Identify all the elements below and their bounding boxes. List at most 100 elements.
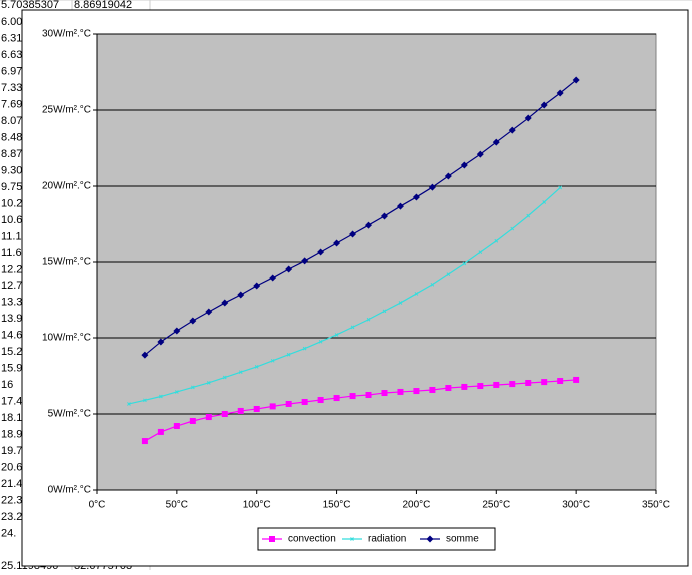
cell: 6.63 bbox=[1, 49, 22, 61]
marker bbox=[221, 299, 229, 307]
cell: 24. bbox=[1, 527, 16, 539]
cell: 15.9 bbox=[1, 362, 22, 374]
marker bbox=[254, 365, 259, 369]
marker bbox=[397, 388, 404, 395]
y-tick-label: 15W/m².°C bbox=[42, 257, 91, 268]
marker bbox=[381, 390, 388, 397]
marker bbox=[413, 388, 420, 395]
marker bbox=[446, 272, 451, 277]
marker bbox=[476, 150, 484, 158]
marker bbox=[558, 185, 563, 190]
y-tick-label: 10W/m².°C bbox=[42, 333, 91, 344]
cell: 6.00 bbox=[1, 16, 22, 28]
marker bbox=[157, 338, 165, 346]
cell: 21.4 bbox=[1, 478, 22, 490]
cell: 9.30 bbox=[1, 164, 22, 176]
marker bbox=[461, 383, 468, 390]
marker bbox=[412, 193, 420, 201]
cell: 9.75 bbox=[1, 181, 22, 193]
legend-label: radiation bbox=[368, 534, 406, 545]
marker bbox=[492, 138, 500, 146]
marker bbox=[189, 317, 197, 325]
series-line bbox=[144, 379, 577, 442]
cell: 8.07 bbox=[1, 115, 22, 127]
marker bbox=[366, 317, 371, 322]
legend-label: somme bbox=[446, 534, 479, 545]
marker bbox=[508, 126, 516, 134]
marker bbox=[334, 333, 339, 337]
marker bbox=[205, 414, 212, 421]
marker bbox=[237, 407, 244, 414]
marker bbox=[572, 76, 580, 84]
marker bbox=[333, 239, 341, 247]
marker bbox=[398, 301, 403, 305]
legend bbox=[257, 527, 496, 551]
marker bbox=[396, 202, 404, 210]
marker bbox=[173, 423, 180, 430]
marker bbox=[509, 381, 516, 388]
marker bbox=[270, 358, 275, 363]
marker bbox=[189, 417, 196, 424]
cell: 15.2 bbox=[1, 346, 22, 358]
marker bbox=[318, 339, 323, 344]
marker bbox=[557, 378, 564, 385]
cell: 20.6 bbox=[1, 461, 22, 473]
cell: 7.69 bbox=[1, 98, 22, 110]
marker bbox=[173, 327, 181, 335]
marker bbox=[157, 428, 164, 435]
marker bbox=[221, 411, 228, 417]
x-tick-label: 0°C bbox=[89, 500, 106, 511]
marker bbox=[494, 238, 499, 243]
y-tick-label: 5W/m².°C bbox=[48, 409, 91, 420]
x-tick-label: 50°C bbox=[166, 500, 188, 511]
marker bbox=[426, 535, 434, 543]
legend-label: convection bbox=[288, 534, 336, 545]
marker bbox=[253, 405, 260, 412]
marker bbox=[190, 385, 195, 390]
marker bbox=[478, 250, 483, 254]
series-line bbox=[128, 187, 561, 405]
x-tick-label: 350°C bbox=[642, 500, 670, 511]
marker bbox=[175, 390, 179, 394]
cell: 8.48 bbox=[1, 131, 22, 143]
marker bbox=[541, 379, 548, 386]
y-tick-label: 30W/m².°C bbox=[42, 29, 91, 40]
marker bbox=[205, 308, 213, 316]
marker bbox=[430, 282, 435, 287]
cell: 12.2 bbox=[1, 263, 22, 275]
marker bbox=[141, 351, 149, 359]
cell: 7.33 bbox=[1, 82, 22, 94]
marker bbox=[317, 397, 324, 404]
marker bbox=[302, 346, 307, 351]
y-tick-label: 25W/m².°C bbox=[42, 105, 91, 116]
cell: 18.9 bbox=[1, 428, 22, 440]
marker bbox=[269, 536, 275, 542]
marker bbox=[349, 393, 356, 400]
marker bbox=[365, 221, 373, 229]
marker bbox=[349, 230, 357, 238]
marker bbox=[460, 161, 468, 169]
marker bbox=[286, 352, 291, 357]
cell: 22.3 bbox=[1, 494, 22, 506]
cell: 6.97 bbox=[1, 65, 22, 77]
marker bbox=[428, 183, 436, 191]
marker bbox=[127, 402, 131, 406]
cell: 13.9 bbox=[1, 313, 22, 325]
cell: 19.7 bbox=[1, 445, 22, 457]
marker bbox=[159, 394, 163, 399]
cell: 8.87 bbox=[1, 148, 22, 160]
marker bbox=[573, 376, 580, 383]
marker bbox=[556, 89, 564, 97]
cell: 18.1 bbox=[1, 412, 22, 424]
cell: 11.1 bbox=[1, 230, 22, 242]
marker bbox=[238, 370, 243, 375]
marker bbox=[365, 392, 372, 398]
marker bbox=[525, 379, 532, 386]
marker bbox=[269, 403, 276, 410]
series-line bbox=[144, 79, 577, 356]
x-tick-label: 250°C bbox=[482, 500, 510, 511]
cell: 6.31 bbox=[1, 32, 22, 44]
cell: 5.70385307 bbox=[1, 0, 59, 11]
